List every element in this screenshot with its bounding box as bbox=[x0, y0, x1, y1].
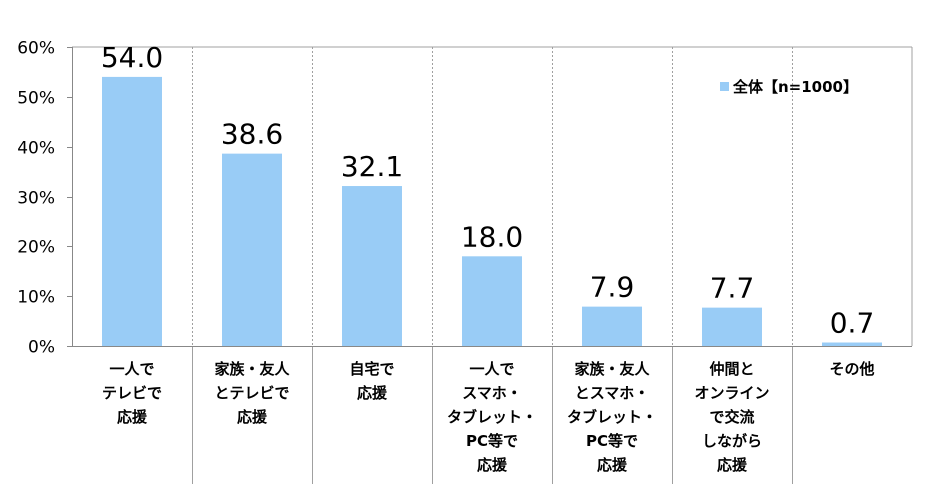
data-label: 54.0 bbox=[101, 41, 163, 74]
category-label: 家族・友人とスマホ・タブレット・ PC等で応援 bbox=[567, 360, 657, 474]
data-label: 32.1 bbox=[341, 150, 403, 183]
category-label: 家族・友人とテレビで応援 bbox=[214, 360, 290, 426]
bar bbox=[342, 186, 402, 346]
y-tick-label: 20% bbox=[17, 238, 55, 258]
legend-swatch bbox=[720, 82, 729, 91]
data-label: 0.7 bbox=[830, 307, 875, 340]
category-label: その他 bbox=[829, 360, 874, 378]
y-tick-label: 50% bbox=[17, 89, 55, 109]
y-tick-label: 40% bbox=[17, 139, 55, 159]
bar bbox=[582, 306, 642, 346]
y-tick-label: 60% bbox=[17, 39, 55, 59]
category-label: 一人でスマホ・タブレット・ PC等で応援 bbox=[447, 360, 537, 474]
y-tick-label: 30% bbox=[17, 189, 55, 209]
axis-layer bbox=[67, 47, 912, 347]
bar bbox=[702, 307, 762, 346]
legend-label: 全体【n=1000】 bbox=[732, 78, 858, 96]
grid-layer bbox=[72, 46, 913, 484]
category-label: 仲間とオンラインで交流しながら応援 bbox=[694, 360, 769, 474]
bar bbox=[462, 256, 522, 346]
data-labels: 54.0 38.6 32.1 18.0 7.9 7.7 0.7 bbox=[101, 41, 874, 340]
y-tick-label: 10% bbox=[17, 288, 55, 308]
data-label: 38.6 bbox=[221, 118, 283, 151]
y-tick-labels: 0% 10% 20% 30% 40% 50% 60% bbox=[17, 39, 55, 358]
category-label: 自宅で応援 bbox=[349, 360, 394, 402]
bar bbox=[222, 153, 282, 346]
bar bbox=[822, 342, 882, 346]
bar bbox=[102, 76, 162, 347]
data-label: 7.9 bbox=[590, 271, 635, 304]
data-label: 7.7 bbox=[710, 272, 755, 305]
data-label: 18.0 bbox=[461, 220, 523, 253]
y-tick-label: 0% bbox=[28, 338, 55, 358]
category-label: 一人でテレビで応援 bbox=[102, 360, 162, 426]
legend: 全体【n=1000】 bbox=[720, 78, 858, 96]
bars-layer bbox=[102, 76, 882, 347]
